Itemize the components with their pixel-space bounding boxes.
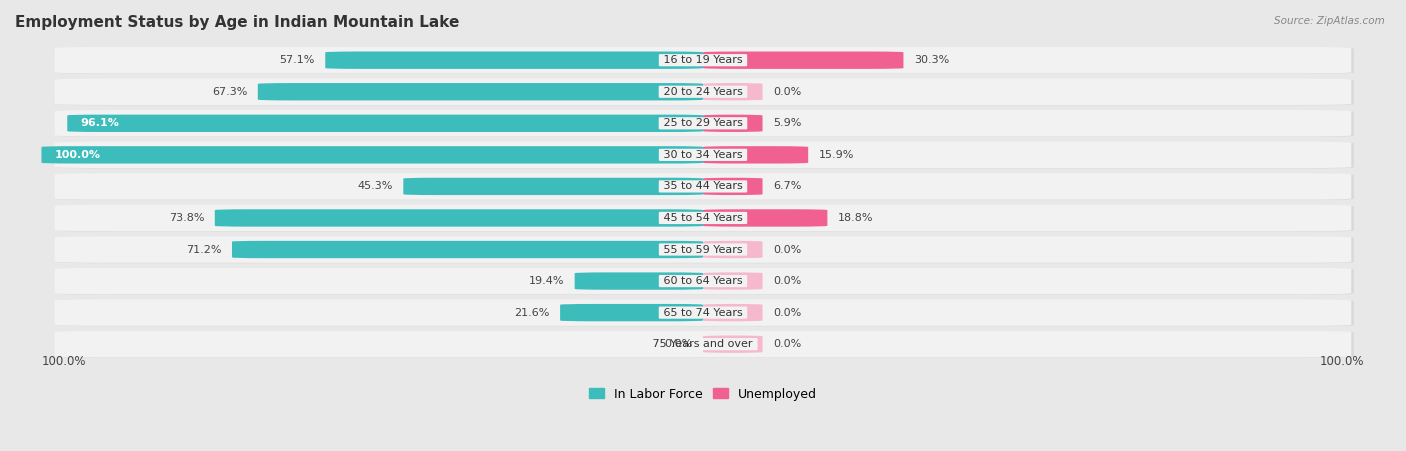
Text: 15.9%: 15.9%	[818, 150, 853, 160]
Text: 25 to 29 Years: 25 to 29 Years	[659, 118, 747, 128]
FancyBboxPatch shape	[58, 47, 1354, 74]
Legend: In Labor Force, Unemployed: In Labor Force, Unemployed	[583, 382, 823, 405]
FancyBboxPatch shape	[58, 331, 1354, 358]
FancyBboxPatch shape	[55, 205, 1351, 231]
FancyBboxPatch shape	[41, 146, 703, 164]
FancyBboxPatch shape	[58, 300, 1354, 327]
Text: 57.1%: 57.1%	[280, 55, 315, 65]
Text: 0.0%: 0.0%	[773, 276, 801, 286]
FancyBboxPatch shape	[55, 331, 1351, 358]
Text: 55 to 59 Years: 55 to 59 Years	[659, 244, 747, 254]
FancyBboxPatch shape	[325, 51, 703, 69]
FancyBboxPatch shape	[55, 299, 1351, 326]
FancyBboxPatch shape	[215, 209, 703, 227]
FancyBboxPatch shape	[703, 241, 762, 258]
FancyBboxPatch shape	[703, 51, 904, 69]
FancyBboxPatch shape	[703, 115, 762, 132]
FancyBboxPatch shape	[55, 173, 1351, 200]
Text: 75 Years and over: 75 Years and over	[650, 339, 756, 349]
Text: 71.2%: 71.2%	[186, 244, 221, 254]
Text: 20 to 24 Years: 20 to 24 Years	[659, 87, 747, 97]
Text: 21.6%: 21.6%	[515, 308, 550, 318]
FancyBboxPatch shape	[560, 304, 703, 321]
FancyBboxPatch shape	[703, 209, 827, 227]
FancyBboxPatch shape	[58, 268, 1354, 295]
Text: 19.4%: 19.4%	[529, 276, 564, 286]
FancyBboxPatch shape	[703, 272, 762, 290]
Text: 73.8%: 73.8%	[169, 213, 204, 223]
FancyBboxPatch shape	[404, 178, 703, 195]
FancyBboxPatch shape	[55, 110, 1351, 137]
FancyBboxPatch shape	[55, 47, 1351, 74]
Text: 0.0%: 0.0%	[773, 244, 801, 254]
Text: 67.3%: 67.3%	[212, 87, 247, 97]
Text: 30 to 34 Years: 30 to 34 Years	[659, 150, 747, 160]
Text: 30.3%: 30.3%	[914, 55, 949, 65]
FancyBboxPatch shape	[58, 205, 1354, 232]
FancyBboxPatch shape	[703, 146, 808, 164]
FancyBboxPatch shape	[575, 272, 703, 290]
Text: 100.0%: 100.0%	[55, 150, 101, 160]
Text: 35 to 44 Years: 35 to 44 Years	[659, 181, 747, 191]
FancyBboxPatch shape	[58, 174, 1354, 200]
FancyBboxPatch shape	[703, 178, 762, 195]
Text: 45.3%: 45.3%	[357, 181, 392, 191]
Text: Source: ZipAtlas.com: Source: ZipAtlas.com	[1274, 16, 1385, 26]
Text: 0.0%: 0.0%	[773, 308, 801, 318]
FancyBboxPatch shape	[703, 336, 762, 353]
FancyBboxPatch shape	[703, 83, 762, 101]
Text: Employment Status by Age in Indian Mountain Lake: Employment Status by Age in Indian Mount…	[15, 15, 460, 30]
FancyBboxPatch shape	[58, 110, 1354, 137]
Text: 100.0%: 100.0%	[41, 355, 86, 368]
Text: 100.0%: 100.0%	[1320, 355, 1365, 368]
FancyBboxPatch shape	[55, 142, 1351, 168]
FancyBboxPatch shape	[232, 241, 703, 258]
Text: 18.8%: 18.8%	[838, 213, 873, 223]
Text: 45 to 54 Years: 45 to 54 Years	[659, 213, 747, 223]
FancyBboxPatch shape	[58, 142, 1354, 169]
Text: 65 to 74 Years: 65 to 74 Years	[659, 308, 747, 318]
FancyBboxPatch shape	[58, 237, 1354, 263]
Text: 5.9%: 5.9%	[773, 118, 801, 128]
FancyBboxPatch shape	[55, 268, 1351, 295]
Text: 6.7%: 6.7%	[773, 181, 801, 191]
FancyBboxPatch shape	[703, 304, 762, 321]
Text: 16 to 19 Years: 16 to 19 Years	[659, 55, 747, 65]
FancyBboxPatch shape	[55, 78, 1351, 105]
Text: 0.0%: 0.0%	[773, 87, 801, 97]
FancyBboxPatch shape	[58, 79, 1354, 106]
FancyBboxPatch shape	[67, 115, 703, 132]
Text: 60 to 64 Years: 60 to 64 Years	[659, 276, 747, 286]
FancyBboxPatch shape	[55, 236, 1351, 263]
Text: 0.0%: 0.0%	[773, 339, 801, 349]
FancyBboxPatch shape	[257, 83, 703, 101]
Text: 0.0%: 0.0%	[664, 339, 692, 349]
Text: 96.1%: 96.1%	[80, 118, 120, 128]
